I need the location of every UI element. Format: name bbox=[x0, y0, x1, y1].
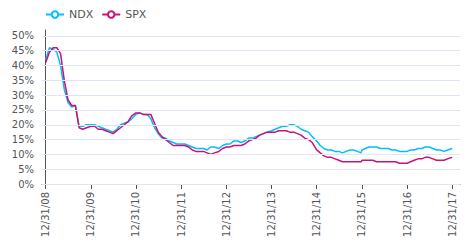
svg-text:50%: 50% bbox=[12, 30, 34, 41]
svg-text:25%: 25% bbox=[12, 104, 34, 115]
svg-text:45%: 45% bbox=[12, 45, 34, 56]
svg-text:12/31/08: 12/31/08 bbox=[40, 192, 51, 237]
svg-text:12/31/17: 12/31/17 bbox=[447, 192, 458, 237]
svg-text:0%: 0% bbox=[18, 179, 34, 190]
svg-text:NDX: NDX bbox=[69, 8, 94, 21]
svg-text:12/31/13: 12/31/13 bbox=[266, 192, 277, 237]
svg-text:40%: 40% bbox=[12, 60, 34, 71]
svg-text:12/31/15: 12/31/15 bbox=[356, 192, 367, 237]
svg-text:15%: 15% bbox=[12, 134, 34, 145]
svg-text:5%: 5% bbox=[18, 164, 34, 175]
svg-text:12/31/14: 12/31/14 bbox=[311, 192, 322, 237]
svg-text:35%: 35% bbox=[12, 75, 34, 86]
svg-text:12/31/09: 12/31/09 bbox=[85, 192, 96, 237]
svg-text:30%: 30% bbox=[12, 90, 34, 101]
svg-text:12/31/10: 12/31/10 bbox=[130, 192, 141, 237]
svg-text:20%: 20% bbox=[12, 119, 34, 130]
svg-text:12/31/12: 12/31/12 bbox=[221, 192, 232, 237]
svg-text:12/31/16: 12/31/16 bbox=[402, 192, 413, 237]
svg-text:10%: 10% bbox=[12, 149, 34, 160]
svg-text:SPX: SPX bbox=[125, 8, 147, 21]
svg-text:12/31/11: 12/31/11 bbox=[176, 192, 187, 237]
